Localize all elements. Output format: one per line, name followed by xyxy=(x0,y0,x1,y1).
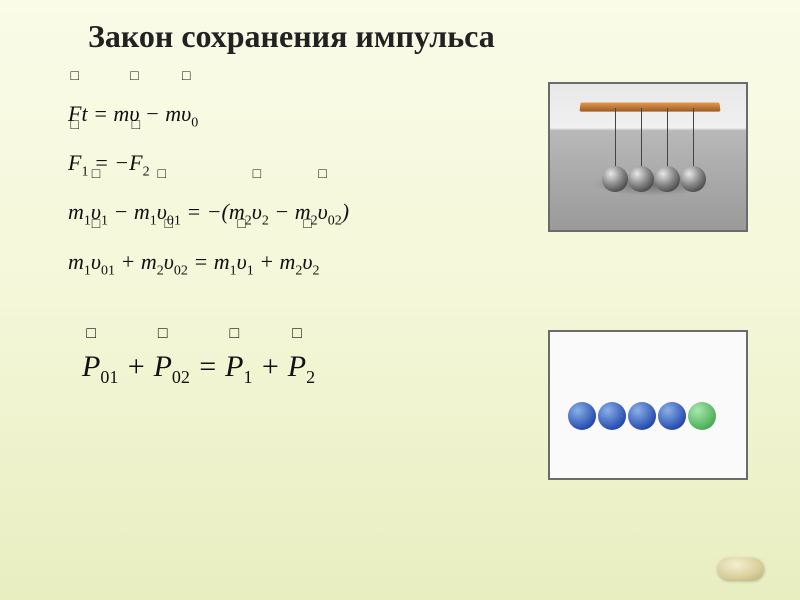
cradle-string xyxy=(641,108,642,170)
row-ball xyxy=(658,402,686,430)
cradle-ball xyxy=(680,166,706,192)
cradle-bar xyxy=(580,103,721,112)
formula-line: F□t = mυ□ − mυ□0 xyxy=(68,90,349,139)
cradle-ball xyxy=(654,166,680,192)
next-button[interactable] xyxy=(718,558,764,580)
cradle-string xyxy=(693,108,694,170)
cradle-ball xyxy=(628,166,654,192)
page-title: Закон сохранения импульса xyxy=(0,0,800,55)
cradle-string xyxy=(615,108,616,170)
row-ball xyxy=(688,402,716,430)
formula-line: F□1 = −F□2 xyxy=(68,139,349,188)
formula-line: m1υ□01 + m2υ□02 = m1υ□1 + m2υ□2 xyxy=(68,238,349,287)
newtons-cradle-image xyxy=(548,82,748,232)
row-ball xyxy=(628,402,656,430)
row-ball xyxy=(568,402,596,430)
summary-formula: P□01 + P□02 = P□1 + P□2 xyxy=(82,350,315,388)
row-ball xyxy=(598,402,626,430)
formulas-block: F□t = mυ□ − mυ□0 F□1 = −F□2 m1υ□1 − m1υ□… xyxy=(68,90,349,287)
cradle-ball xyxy=(602,166,628,192)
cradle-string xyxy=(667,108,668,170)
balls-row-image xyxy=(548,330,748,480)
